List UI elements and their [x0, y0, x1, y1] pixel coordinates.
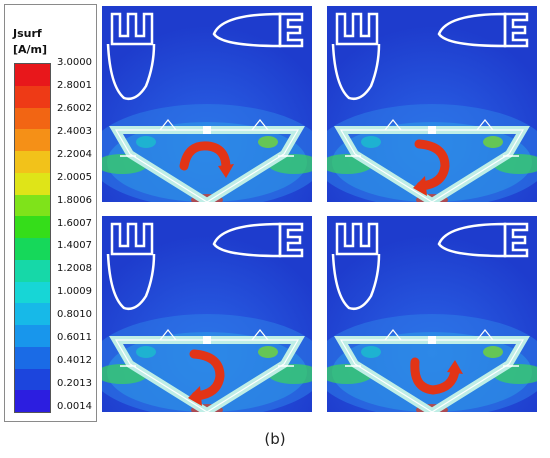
surface-current-plot — [102, 216, 312, 412]
colorbar-segment — [15, 238, 50, 260]
legend-tick-label: 2.4003 — [57, 125, 92, 137]
colorbar-segment — [15, 346, 50, 369]
field-panel-bottom-left — [102, 216, 312, 412]
legend-tick-label: 1.0009 — [57, 286, 92, 298]
legend-quantity: Jsurf — [13, 27, 42, 40]
legend-tick-label: 1.8006 — [57, 194, 92, 206]
legend-tick-label: 0.2013 — [57, 378, 92, 390]
colorbar-segment — [15, 172, 50, 195]
surface-current-plot — [102, 6, 312, 202]
colorbar-segment — [15, 368, 50, 391]
legend-tick-label: 3.0000 — [57, 57, 92, 68]
color-legend: Jsurf [A/m] 3.0000 2.8001 2.6002 2.4003 2.20… — [4, 4, 97, 422]
surface-current-plot — [327, 6, 537, 202]
legend-tick-label: 0.0014 — [57, 401, 92, 412]
colorbar-segment — [15, 64, 50, 86]
colorbar-segment — [15, 129, 50, 151]
figure-caption: (b) — [264, 430, 286, 448]
legend-tick-label: 1.6007 — [57, 217, 92, 229]
colorbar-segment — [15, 281, 50, 304]
colorbar-segment — [15, 259, 50, 282]
colorbar-segment — [15, 303, 50, 325]
colorbar-segment — [15, 85, 50, 108]
colorbar — [14, 63, 51, 413]
colorbar-segment — [15, 151, 50, 173]
legend-tick-label: 1.2008 — [57, 263, 92, 275]
legend-tick-label: 2.8001 — [57, 79, 92, 91]
legend-unit: [A/m] — [13, 43, 48, 56]
colorbar-segment — [15, 390, 50, 412]
colorbar-segment — [15, 107, 50, 130]
field-panel-bottom-right — [327, 216, 537, 412]
legend-tick-label: 2.0005 — [57, 171, 92, 183]
legend-tick-label: 1.4007 — [57, 240, 92, 252]
colorbar-segment — [15, 194, 50, 217]
legend-tick-label: 0.6011 — [57, 332, 92, 344]
colorbar-segment — [15, 216, 50, 238]
field-panel-top-left — [102, 6, 312, 202]
surface-current-plot — [327, 216, 537, 412]
legend-tick-label: 0.4012 — [57, 355, 92, 367]
legend-tick-label: 2.6002 — [57, 102, 92, 114]
colorbar-segment — [15, 325, 50, 347]
legend-tick-label: 2.2004 — [57, 148, 92, 160]
field-panel-top-right — [327, 6, 537, 202]
legend-tick-label: 0.8010 — [57, 309, 92, 321]
